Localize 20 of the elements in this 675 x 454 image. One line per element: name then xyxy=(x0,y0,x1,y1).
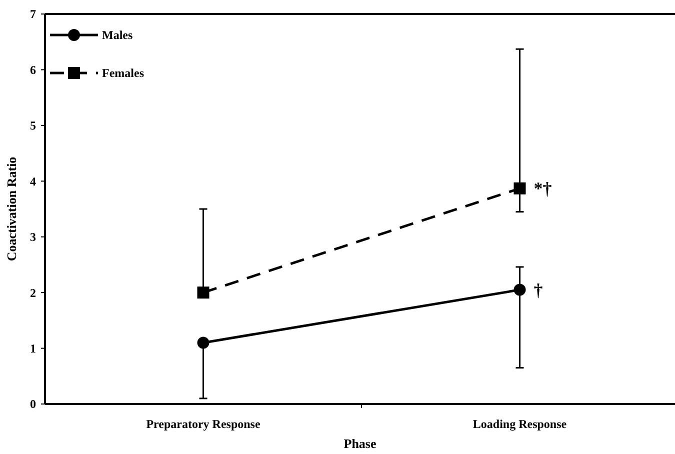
y-tick-label: 2 xyxy=(30,286,36,300)
y-tick-label: 5 xyxy=(30,118,36,133)
x-axis-title: Phase xyxy=(344,436,376,451)
point xyxy=(514,284,526,296)
point xyxy=(514,182,526,194)
point xyxy=(197,336,210,349)
y-tick-label: 0 xyxy=(30,397,36,412)
x-tick-label: Preparatory Response xyxy=(146,417,261,431)
point xyxy=(197,286,210,299)
y-tick-label: 7 xyxy=(30,7,36,22)
x-tick-label: Loading Response xyxy=(472,417,568,431)
y-tick-label: 6 xyxy=(30,62,36,77)
y-axis-title: Coactivation Ratio xyxy=(4,156,19,262)
legend-label: Males xyxy=(102,28,133,42)
annotation: † xyxy=(534,280,543,300)
y-tick-label: 3 xyxy=(30,230,36,244)
annotation: *† xyxy=(534,178,552,199)
legend-label: Females xyxy=(102,66,144,80)
y-tick-label: 1 xyxy=(30,341,36,356)
y-tick-label: 4 xyxy=(30,174,36,188)
